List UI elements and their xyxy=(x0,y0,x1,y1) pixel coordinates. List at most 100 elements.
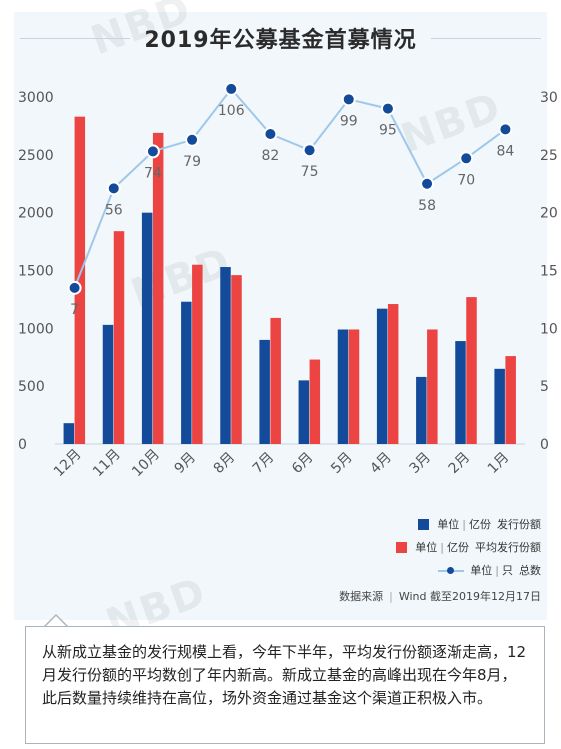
data-source: 数据来源 | Wind 截至2019年12月17日 xyxy=(339,588,541,604)
legend-unit2: 只 xyxy=(502,564,513,577)
y-right-tick-label: 20 xyxy=(540,206,558,222)
data-label: 79 xyxy=(183,154,201,170)
y-right-tick-label: 10 xyxy=(540,321,558,337)
data-label: 106 xyxy=(218,103,245,119)
data-label: 74 xyxy=(144,165,162,181)
bar-issue-share xyxy=(337,329,349,444)
line-marker xyxy=(461,153,472,164)
legend-label: 平均发行份额 xyxy=(475,541,541,554)
bar-issue-share xyxy=(298,380,310,444)
x-tick-label: 4月 xyxy=(367,449,395,477)
legend-sep: | xyxy=(462,517,466,531)
x-tick-label: 10月 xyxy=(129,446,163,480)
y-right-tick-label: 0 xyxy=(540,437,549,453)
x-tick-label: 1月 xyxy=(485,449,513,477)
data-label: 56 xyxy=(105,202,123,218)
legend-item-issue-share: 单位 | 亿份 发行份额 xyxy=(418,516,541,532)
bar-avg-share xyxy=(231,275,242,444)
bar-issue-share xyxy=(102,324,114,444)
legend-sep: | xyxy=(495,563,499,577)
data-label: 82 xyxy=(262,148,280,164)
legend-sep: | xyxy=(440,540,444,554)
y-right-tick-label: 30 xyxy=(540,90,558,106)
y-left-tick-label: 3000 xyxy=(18,90,54,106)
x-tick-label: 8月 xyxy=(211,449,239,477)
line-total-count xyxy=(73,87,507,289)
x-tick-label: 7月 xyxy=(250,449,278,477)
data-label: 84 xyxy=(497,143,515,159)
title-rule-left xyxy=(20,38,130,39)
y-left-tick-label: 2500 xyxy=(18,148,54,164)
line-marker xyxy=(147,146,158,157)
title-rule-right xyxy=(431,38,541,39)
legend-unit: 单位 xyxy=(470,564,493,577)
line-marker xyxy=(226,83,237,94)
data-label: 7 xyxy=(70,302,79,318)
bar-avg-share xyxy=(427,329,438,444)
legend-unit2: 亿份 xyxy=(447,541,469,554)
bar-issue-share xyxy=(259,339,270,444)
y-left-tick-label: 1500 xyxy=(18,264,54,280)
line-marker xyxy=(187,134,198,145)
data-label: 95 xyxy=(379,123,397,139)
data-label: 70 xyxy=(457,172,475,188)
bar-avg-share xyxy=(74,116,86,444)
data-label: 58 xyxy=(418,198,436,214)
line-marker xyxy=(265,129,276,140)
y-left-tick-label: 500 xyxy=(18,379,45,395)
line-marker xyxy=(343,94,354,105)
note-pointer-fill xyxy=(45,616,67,627)
legend-unit2: 亿份 xyxy=(469,518,491,531)
bar-avg-share xyxy=(152,132,164,444)
legend-unit: 单位 xyxy=(415,541,438,554)
bar-issue-share xyxy=(494,368,505,444)
line-marker xyxy=(69,282,80,293)
data-label: 99 xyxy=(340,113,358,129)
line-marker xyxy=(422,178,433,189)
bar-issue-share xyxy=(181,301,192,444)
summary-note: 从新成立基金的发行规模上看，今年下半年，平均发行份额逐渐走高，12月发行份额的平… xyxy=(25,626,545,744)
bar-issue-share xyxy=(416,376,427,444)
legend-swatch xyxy=(396,541,408,553)
legend-line-icon xyxy=(438,565,465,576)
y-left-tick-label: 0 xyxy=(18,437,27,453)
x-tick-label: 11月 xyxy=(90,446,124,480)
y-left-tick-label: 2000 xyxy=(18,206,54,222)
line-marker xyxy=(304,145,315,156)
chart-title: 2019年公募基金首募情况 xyxy=(144,28,417,53)
source-sep: | xyxy=(389,590,393,603)
bar-issue-share xyxy=(376,308,388,444)
title-bar: 2019年公募基金首募情况 xyxy=(0,18,561,58)
legend-label: 总数 xyxy=(519,564,541,577)
x-tick-label: 3月 xyxy=(406,449,434,477)
bar-avg-share xyxy=(348,329,360,444)
bar-issue-share xyxy=(141,212,153,444)
bar-issue-share xyxy=(63,423,75,444)
summary-text: 从新成立基金的发行规模上看，今年下半年，平均发行份额逐渐走高，12月发行份额的平… xyxy=(42,643,527,707)
line-marker xyxy=(500,124,511,135)
bar-avg-share xyxy=(505,356,516,444)
legend-unit: 单位 xyxy=(437,518,460,531)
legend-swatch xyxy=(418,518,430,530)
bar-avg-share xyxy=(113,231,125,444)
line-marker xyxy=(382,103,393,114)
data-label: 75 xyxy=(301,164,319,180)
bar-issue-share xyxy=(455,341,466,444)
x-tick-label: 5月 xyxy=(328,449,356,477)
source-text: Wind 截至2019年12月17日 xyxy=(398,590,541,603)
bar-avg-share xyxy=(192,264,203,444)
bar-avg-share xyxy=(466,297,477,444)
legend-item-avg-share: 单位 | 亿份 平均发行份额 xyxy=(396,539,541,555)
legend-label: 发行份额 xyxy=(497,518,541,531)
x-tick-label: 6月 xyxy=(289,449,317,477)
bar-avg-share xyxy=(387,304,399,444)
x-tick-label: 2月 xyxy=(446,449,474,477)
source-label: 数据来源 xyxy=(339,590,384,603)
x-tick-label: 12月 xyxy=(51,446,85,480)
y-right-tick-label: 25 xyxy=(540,148,558,164)
x-tick-label: 9月 xyxy=(171,449,199,477)
legend-item-total: 单位 | 只 总数 xyxy=(438,562,541,578)
y-left-tick-label: 1000 xyxy=(18,321,54,337)
bar-avg-share xyxy=(270,317,281,444)
